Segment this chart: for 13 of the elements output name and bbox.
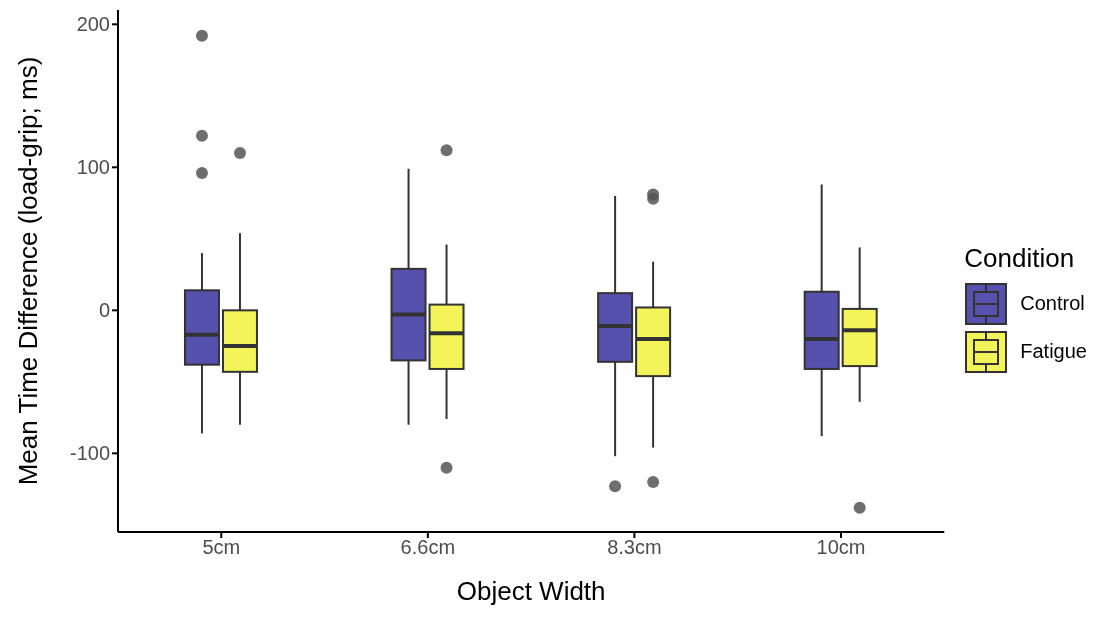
y-tick-label: 200 — [76, 13, 110, 36]
legend-label: Control — [1020, 292, 1085, 315]
y-axis-title: Mean Time Difference (load-grip; ms) — [13, 56, 44, 486]
x-tick-label: 8.3cm — [607, 536, 662, 559]
y-tick-label: 100 — [76, 156, 110, 179]
legend-title: Condition — [964, 242, 1076, 274]
legend-label: Fatigue — [1020, 340, 1087, 363]
y-tick-label: -100 — [69, 442, 110, 465]
x-tick-label: 5cm — [202, 536, 241, 559]
x-tick-label: 6.6cm — [400, 536, 456, 559]
x-axis-title: Object Width — [456, 576, 606, 606]
y-tick-label: 0 — [98, 299, 110, 322]
x-tick-label: 10cm — [816, 536, 866, 559]
